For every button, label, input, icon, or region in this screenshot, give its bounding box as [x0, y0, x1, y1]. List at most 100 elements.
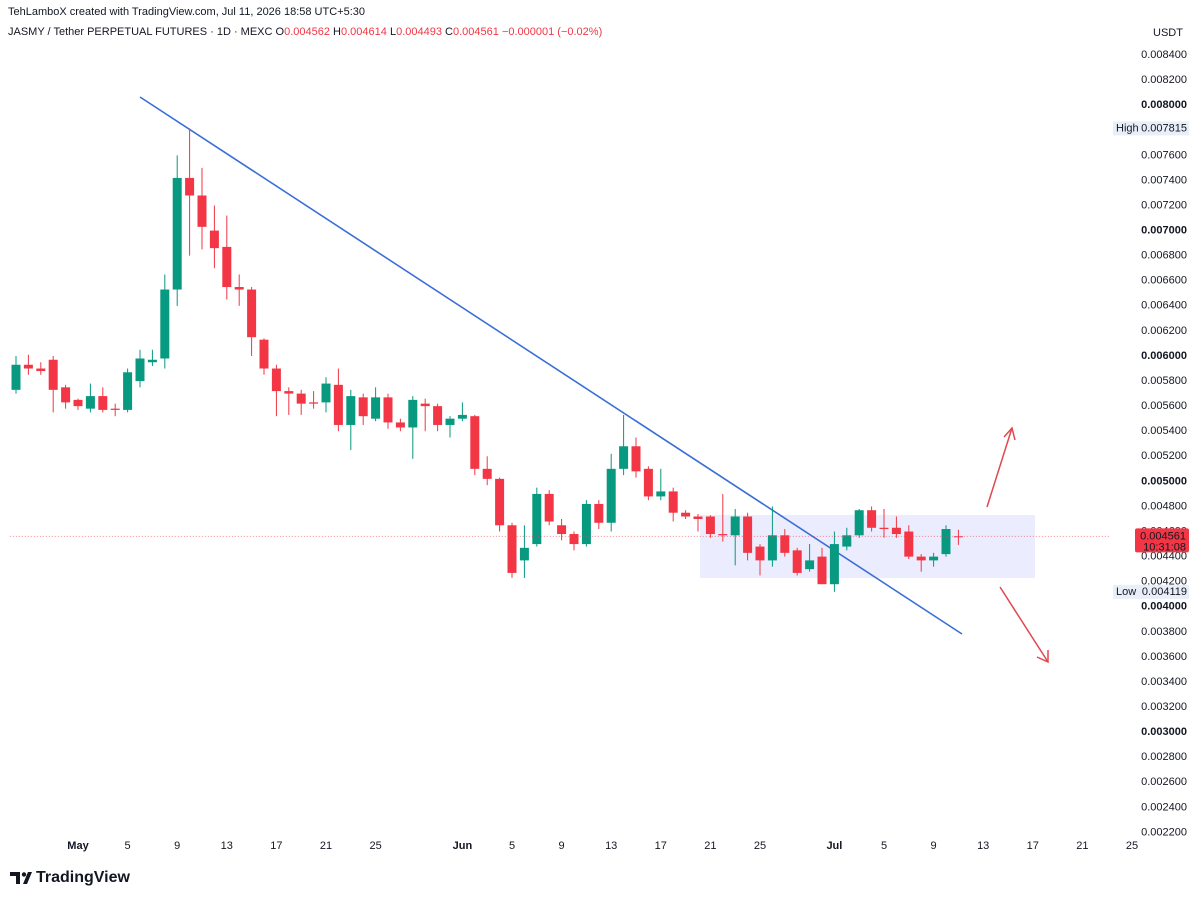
y-tick-label: 0.003000 [1141, 726, 1187, 738]
candle-body [160, 289, 170, 359]
y-tick-label: 0.008000 [1141, 99, 1187, 111]
candle-body [594, 503, 604, 523]
y-tick-label: 0.002400 [1141, 801, 1187, 813]
candle-body [98, 396, 108, 410]
x-tick-label: Jul [826, 840, 842, 852]
marker-bg [1113, 121, 1189, 136]
y-tick-label: 0.007400 [1141, 174, 1187, 186]
candle-body [718, 534, 728, 536]
last-price: 0.004561 [1140, 530, 1186, 542]
y-tick-label: 0.005600 [1141, 400, 1187, 412]
candle-body [222, 246, 232, 288]
x-tick-label: 21 [320, 840, 332, 852]
range-box [700, 515, 1035, 578]
y-tick-label: 0.003200 [1141, 701, 1187, 713]
candle-body [259, 339, 269, 369]
candle-body [209, 230, 219, 249]
x-tick-label: 5 [509, 840, 515, 852]
symbol-title: JASMY / Tether PERPETUAL FUTURES · 1D · … [8, 26, 273, 38]
x-tick-label: 13 [221, 840, 233, 852]
candle-body [358, 397, 368, 417]
candle-body [929, 556, 939, 561]
y-tick-label: 0.005400 [1141, 425, 1187, 437]
x-tick-label: 25 [754, 840, 766, 852]
candle-body [532, 493, 542, 545]
candle-body [48, 359, 58, 390]
svg-text:TradingView: TradingView [36, 869, 131, 886]
legend-value: 0.004561 [452, 26, 499, 38]
marker-label: High [1116, 122, 1139, 134]
candle-body [842, 535, 852, 547]
x-tick-label: May [67, 840, 89, 852]
y-tick-label: 0.006800 [1141, 250, 1187, 262]
y-tick-label: 0.005000 [1141, 475, 1187, 487]
candle-body [110, 408, 120, 410]
candle-body [383, 397, 393, 423]
candle-body [197, 195, 207, 227]
candle-body [296, 393, 306, 404]
candle-body [85, 396, 95, 409]
legend-value: 0.004562 [284, 26, 330, 38]
candle-body [271, 368, 281, 392]
candle-body [817, 556, 827, 585]
candle-body [681, 512, 691, 517]
candle-body [470, 416, 480, 469]
y-tick-label: 0.007800 [1141, 124, 1187, 136]
x-tick-label: 17 [655, 840, 667, 852]
y-tick-label: 0.007000 [1141, 225, 1187, 237]
candle-body [247, 289, 257, 338]
y-tick-label: 0.006200 [1141, 325, 1187, 337]
candle-body [495, 478, 505, 526]
candle-body [867, 510, 877, 528]
marker-value: 0.007815 [1141, 122, 1187, 134]
candle-body [457, 414, 467, 419]
candle-body [36, 368, 46, 372]
candle-body [321, 383, 331, 403]
y-tick-label: 0.006400 [1141, 300, 1187, 312]
candle-body [346, 396, 356, 425]
x-tick-label: 25 [369, 840, 381, 852]
candle-body [668, 491, 678, 513]
x-tick-label: 9 [174, 840, 180, 852]
countdown: 10:31:08 [1143, 541, 1186, 553]
candle-body [557, 525, 567, 535]
x-tick-label: 17 [1027, 840, 1039, 852]
x-tick-label: 5 [125, 840, 131, 852]
y-tick-label: 0.002600 [1141, 776, 1187, 788]
candle-body [879, 527, 889, 530]
candle-body [743, 516, 753, 553]
x-tick-label: 17 [270, 840, 282, 852]
candle-body [656, 491, 666, 497]
x-tick-label: 5 [881, 840, 887, 852]
candle-body [544, 493, 554, 522]
candle-body [73, 399, 83, 407]
candle-body [482, 468, 492, 479]
x-tick-label: 13 [977, 840, 989, 852]
candle-body [569, 534, 579, 545]
legend-key: O [275, 26, 285, 38]
x-tick-label: 21 [1076, 840, 1088, 852]
candle-body [755, 546, 765, 561]
candle-body [284, 391, 294, 394]
candle-body [891, 527, 901, 535]
legend-key: L [389, 26, 397, 38]
candle-body [408, 399, 418, 428]
candle-body [147, 359, 157, 363]
marker-bg [1113, 584, 1189, 599]
candle-body [507, 525, 517, 573]
candle-body [234, 287, 244, 290]
legend-value: 0.004614 [341, 26, 387, 38]
candle-body [829, 544, 839, 585]
candle-body [433, 406, 443, 425]
y-tick-label: 0.004000 [1141, 601, 1187, 613]
candle-body [792, 550, 802, 573]
legend-value: 0.004493 [396, 26, 442, 38]
candle-body [953, 536, 963, 538]
y-tick-label: 0.004200 [1141, 576, 1187, 588]
y-tick-label: 0.004600 [1141, 525, 1187, 537]
legend-key: C [445, 26, 453, 38]
candle-body [805, 560, 815, 570]
candle-body [693, 516, 703, 519]
y-tick-label: 0.007200 [1141, 199, 1187, 211]
